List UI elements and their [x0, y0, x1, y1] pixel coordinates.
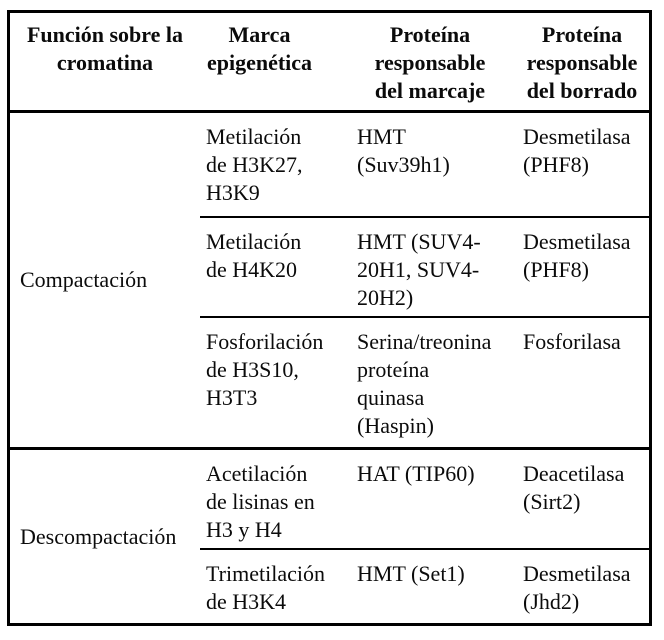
epigenetics-table: Función sobre la cromatina Marca epigené…	[7, 10, 652, 626]
header-cell-proteina-marcaje: Proteína responsable del marcaje	[374, 22, 486, 103]
group-compactacion: Compactación Metilación de H3K27, H3K9 H…	[10, 113, 649, 450]
cell-marca: Trimetilación de H3K4	[206, 561, 325, 614]
header-cell-proteina-borrado: Proteína responsable del borrado	[526, 22, 638, 103]
table-header-row: Función sobre la cromatina Marca epigené…	[10, 13, 649, 113]
cell-marcaje: Serina/treonina proteína quinasa (Haspin…	[357, 329, 492, 438]
table-row: Fosforilación de H3S10, H3T3 Serina/treo…	[200, 318, 649, 447]
table-row: Metilación de H4K20 HMT (SUV4- 20H1, SUV…	[200, 218, 649, 318]
cell-borrado: Deacetilasa (Sirt2)	[523, 461, 625, 514]
cell-borrado: Fosforilasa	[523, 329, 621, 354]
cell-marcaje: HAT (TIP60)	[357, 461, 475, 486]
group-label-descompactacion: Descompactación	[20, 523, 177, 549]
cell-marcaje: HMT (Set1)	[357, 561, 465, 586]
table-row: Metilación de H3K27, H3K9 HMT (Suv39h1) …	[200, 113, 649, 218]
cell-marcaje: HMT (SUV4- 20H1, SUV4- 20H2)	[357, 229, 481, 310]
header-cell-funcion-cromatina: Función sobre la cromatina	[26, 22, 184, 75]
cell-marcaje: HMT (Suv39h1)	[357, 124, 450, 177]
group-descompactacion: Descompactación Acetilación de lisinas e…	[10, 450, 649, 623]
cell-marca: Fosforilación de H3S10, H3T3	[206, 329, 324, 410]
header-cell-marca-epigenetica: Marca epigenética	[206, 22, 313, 75]
table-row: Acetilación de lisinas en H3 y H4 HAT (T…	[200, 450, 649, 550]
cell-marca: Metilación de H3K27, H3K9	[206, 124, 303, 205]
cell-borrado: Desmetilasa (PHF8)	[523, 229, 631, 282]
cell-marca: Acetilación de lisinas en H3 y H4	[206, 461, 315, 542]
group-rows-descompactacion: Acetilación de lisinas en H3 y H4 HAT (T…	[200, 450, 649, 623]
cell-borrado: Desmetilasa (Jhd2)	[523, 561, 631, 614]
cell-borrado: Desmetilasa (PHF8)	[523, 124, 631, 177]
group-label-compactacion: Compactación	[20, 267, 148, 292]
table-row: Trimetilación de H3K4 HMT (Set1) Desmeti…	[200, 550, 649, 623]
group-rows-compactacion: Metilación de H3K27, H3K9 HMT (Suv39h1) …	[200, 113, 649, 447]
cell-marca: Metilación de H4K20	[206, 229, 302, 282]
